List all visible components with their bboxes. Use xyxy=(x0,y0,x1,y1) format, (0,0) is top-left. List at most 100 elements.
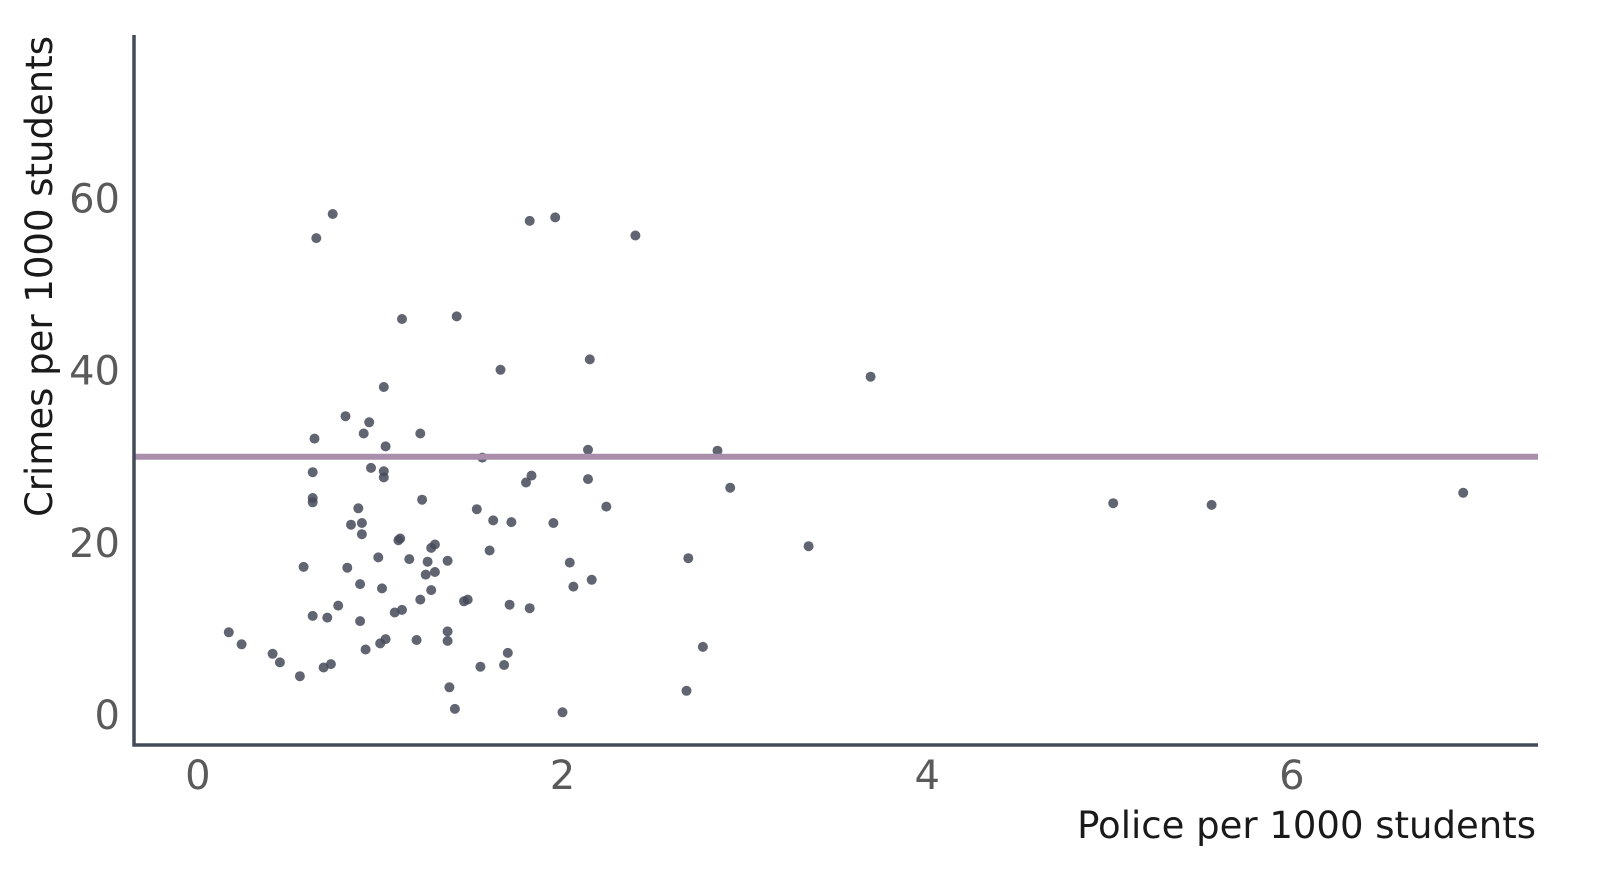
data-point xyxy=(1108,498,1119,509)
data-point xyxy=(360,644,371,655)
data-point xyxy=(583,474,593,485)
y-axis-title: Crimes per 1000 students xyxy=(18,36,61,517)
x-axis-title: Police per 1000 students xyxy=(1077,804,1536,847)
y-tick-label: 0 xyxy=(95,693,120,739)
data-point xyxy=(311,233,322,244)
data-point xyxy=(564,557,575,568)
data-point xyxy=(404,554,415,565)
data-point xyxy=(356,529,367,540)
data-point xyxy=(548,518,559,528)
data-point xyxy=(274,657,285,668)
data-point xyxy=(712,445,723,456)
data-point xyxy=(557,707,568,718)
data-point xyxy=(397,604,407,615)
data-point xyxy=(583,444,593,455)
data-point xyxy=(366,462,376,473)
data-point xyxy=(307,493,318,503)
data-point xyxy=(223,627,234,638)
data-point xyxy=(378,466,389,477)
data-point xyxy=(442,555,453,566)
data-point xyxy=(502,647,513,658)
data-point xyxy=(395,533,406,544)
data-point xyxy=(601,501,612,512)
data-point xyxy=(378,382,389,392)
x-tick-label: 0 xyxy=(185,753,210,799)
data-point xyxy=(504,599,515,610)
data-point xyxy=(397,314,407,324)
x-tick-label: 6 xyxy=(1279,753,1304,799)
data-point xyxy=(355,579,366,590)
data-point xyxy=(298,561,309,572)
data-point xyxy=(429,567,440,577)
data-point xyxy=(346,519,356,530)
data-point xyxy=(417,494,428,505)
data-point xyxy=(307,610,318,621)
data-point xyxy=(568,581,579,592)
data-point xyxy=(364,417,375,428)
x-tick-label: 4 xyxy=(914,753,939,799)
data-point xyxy=(526,470,537,481)
data-point xyxy=(429,539,440,550)
points-layer xyxy=(223,209,1469,718)
data-point xyxy=(420,569,431,580)
data-point xyxy=(327,209,338,219)
data-point xyxy=(356,518,367,528)
data-point xyxy=(471,504,482,515)
data-point xyxy=(444,682,455,693)
data-point xyxy=(355,616,366,627)
data-point xyxy=(426,585,437,596)
data-point xyxy=(475,661,486,672)
data-point xyxy=(294,671,305,682)
data-point xyxy=(411,635,422,645)
data-point xyxy=(495,364,506,375)
data-point xyxy=(380,441,391,452)
data-point xyxy=(630,230,641,241)
data-point xyxy=(725,482,736,493)
data-point xyxy=(307,467,318,478)
data-point xyxy=(377,583,387,594)
y-tick-label: 60 xyxy=(69,177,120,223)
data-point xyxy=(865,371,876,382)
data-point xyxy=(524,215,535,226)
data-point xyxy=(236,639,247,650)
data-point xyxy=(697,641,708,652)
data-point xyxy=(340,411,351,422)
data-point xyxy=(499,660,510,670)
data-point xyxy=(422,556,433,567)
data-point xyxy=(803,541,814,552)
data-point xyxy=(506,517,517,528)
data-point xyxy=(325,659,336,670)
data-point xyxy=(267,648,278,659)
y-tick-label: 20 xyxy=(69,521,120,567)
data-point xyxy=(584,354,595,365)
data-point xyxy=(449,703,460,714)
data-point xyxy=(415,428,426,439)
data-point xyxy=(484,545,495,556)
x-tick-labels: 0 2 4 6 xyxy=(185,753,1304,799)
data-point xyxy=(358,428,369,439)
data-point xyxy=(333,600,344,611)
data-point xyxy=(353,503,364,514)
data-point xyxy=(524,603,535,614)
data-point xyxy=(373,552,384,563)
data-point xyxy=(462,594,473,605)
data-point xyxy=(488,515,499,526)
data-point xyxy=(380,634,391,645)
data-point xyxy=(415,594,426,605)
data-point xyxy=(550,212,561,223)
data-point xyxy=(451,311,462,322)
x-tick-label: 2 xyxy=(550,753,575,799)
data-point xyxy=(309,433,320,444)
data-point xyxy=(342,562,353,573)
data-point xyxy=(442,626,453,637)
y-tick-label: 40 xyxy=(69,349,120,395)
data-point xyxy=(1206,499,1217,510)
y-tick-labels: 0 20 40 60 xyxy=(69,177,120,739)
data-point xyxy=(683,553,694,564)
data-point xyxy=(521,477,531,488)
data-point xyxy=(586,574,597,585)
data-point xyxy=(442,635,453,646)
data-point xyxy=(681,685,692,696)
data-point xyxy=(1458,487,1469,498)
